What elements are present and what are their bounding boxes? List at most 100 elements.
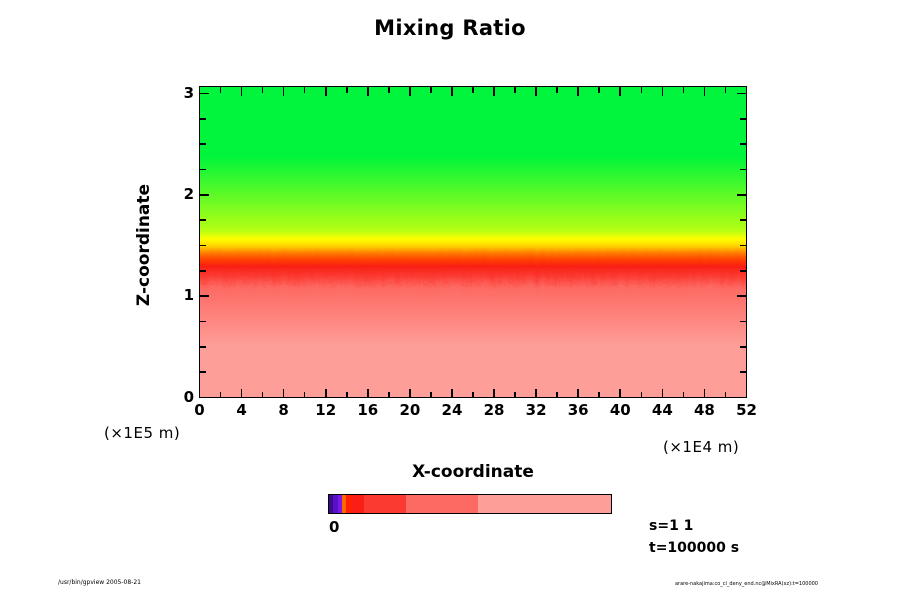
x-axis-tick xyxy=(577,389,579,398)
x-axis-tick-label: 36 xyxy=(567,401,589,419)
x-axis-tick-label: 8 xyxy=(278,401,289,419)
y-axis-tick xyxy=(740,371,746,373)
footer-source: arare-nakajima:co_ci_deny_end.nc@MixRA(x… xyxy=(674,581,818,587)
y-axis-title: Z-coordinate xyxy=(134,183,154,307)
y-axis-tick xyxy=(200,143,206,146)
x-axis-tick xyxy=(240,87,243,96)
annotation-t: t=100000 s xyxy=(649,540,740,556)
x-axis-tick xyxy=(577,87,579,96)
colorbar-segment xyxy=(363,495,407,513)
y-axis-tick xyxy=(740,346,746,348)
y-axis-unit-label: (×1E5 m) xyxy=(104,424,181,442)
y-axis-tick xyxy=(737,396,746,399)
x-axis-tick xyxy=(409,87,411,96)
x-axis-tick xyxy=(661,87,664,96)
x-axis-tick xyxy=(409,389,411,398)
x-axis-tick xyxy=(451,389,453,398)
x-axis-tick-label: 4 xyxy=(236,401,247,419)
footer-command: /usr/bin/gpview 2005-08-21 xyxy=(58,579,141,586)
x-axis-tick xyxy=(430,392,432,398)
x-axis-tick xyxy=(640,392,643,398)
x-axis-tick xyxy=(724,87,727,93)
x-axis-tick xyxy=(367,87,369,96)
x-axis-tick xyxy=(535,389,537,398)
x-axis-unit-label: (×1E4 m) xyxy=(663,438,740,456)
x-axis-tick-label: 24 xyxy=(441,401,463,419)
y-axis-tick xyxy=(740,320,746,323)
y-axis-tick-label: 0 xyxy=(183,387,194,406)
y-axis-tick xyxy=(200,92,209,95)
y-axis-tick xyxy=(200,194,209,196)
x-axis-tick xyxy=(219,87,222,93)
colorbar-segment xyxy=(406,495,478,513)
x-axis-tick xyxy=(303,87,306,93)
x-axis-tick-label: 28 xyxy=(483,401,505,419)
x-axis-tick xyxy=(198,389,201,398)
x-axis-tick xyxy=(556,87,558,93)
x-axis-tick xyxy=(598,87,601,93)
x-axis-tick xyxy=(472,392,474,398)
x-axis-tick xyxy=(240,389,243,398)
y-axis-tick xyxy=(200,219,206,221)
x-axis-tick xyxy=(219,392,222,398)
x-axis-tick xyxy=(703,389,706,398)
x-axis-tick xyxy=(745,87,748,96)
y-axis-tick xyxy=(200,346,206,348)
x-axis-tick xyxy=(661,389,664,398)
x-axis-tick xyxy=(682,87,685,93)
y-axis-tick-label: 1 xyxy=(183,286,194,305)
plot-annotations: s=1 1 t=100000 s xyxy=(649,515,739,559)
x-axis-tick xyxy=(724,392,727,398)
x-axis-tick-label: 40 xyxy=(609,401,631,419)
x-axis-tick xyxy=(430,87,432,93)
x-axis-tick-label: 52 xyxy=(736,401,757,419)
y-axis-tick xyxy=(740,118,746,120)
x-axis-tick xyxy=(451,87,453,96)
x-axis-tick-label: 16 xyxy=(357,401,379,419)
x-axis-tick xyxy=(514,87,516,93)
x-axis-tick xyxy=(619,87,622,96)
colorbar-segment xyxy=(337,495,342,513)
x-axis-tick xyxy=(303,392,306,398)
colorbar-segment xyxy=(341,495,346,513)
x-axis-tick xyxy=(345,87,348,93)
colorbar-segment xyxy=(477,495,611,513)
y-axis-tick xyxy=(737,295,746,297)
x-axis-tick xyxy=(367,389,369,398)
x-axis-tick xyxy=(472,87,474,93)
colorbar-segment xyxy=(332,495,338,513)
y-axis-tick xyxy=(740,219,746,221)
y-axis-tick xyxy=(200,244,206,247)
y-axis-tick xyxy=(737,194,746,196)
mixing-ratio-heatmap xyxy=(200,87,746,397)
y-axis-tick xyxy=(200,396,209,399)
x-axis-tick xyxy=(703,87,706,96)
x-axis-tick xyxy=(388,87,390,93)
page-title: Mixing Ratio xyxy=(374,16,526,40)
x-axis-tick xyxy=(493,389,495,398)
colorbar-tick-label: 0 xyxy=(329,518,340,536)
x-axis-tick-label: 0 xyxy=(194,401,205,419)
x-axis-tick xyxy=(514,392,516,398)
x-axis-tick xyxy=(598,392,601,398)
colorbar xyxy=(328,494,612,514)
x-axis-title: X-coordinate xyxy=(412,462,534,482)
x-axis-tick xyxy=(261,392,264,398)
y-axis-tick xyxy=(200,320,206,323)
y-axis-tick xyxy=(200,371,206,373)
x-axis-tick xyxy=(556,392,558,398)
annotation-s: s=1 1 xyxy=(649,518,694,534)
y-axis-tick xyxy=(740,168,746,171)
x-axis-tick-label: 32 xyxy=(525,401,547,419)
y-axis-tick xyxy=(200,295,209,297)
y-axis-tick xyxy=(737,92,746,95)
y-axis-tick xyxy=(740,143,746,146)
colorbar-segment xyxy=(350,495,364,513)
x-axis-tick-label: 20 xyxy=(399,401,421,419)
x-axis-tick xyxy=(745,389,748,398)
x-axis-tick xyxy=(282,389,285,398)
x-axis-tick xyxy=(493,87,495,96)
x-axis-tick xyxy=(345,392,348,398)
x-axis-tick xyxy=(388,392,390,398)
colorbar-segment xyxy=(345,495,351,513)
